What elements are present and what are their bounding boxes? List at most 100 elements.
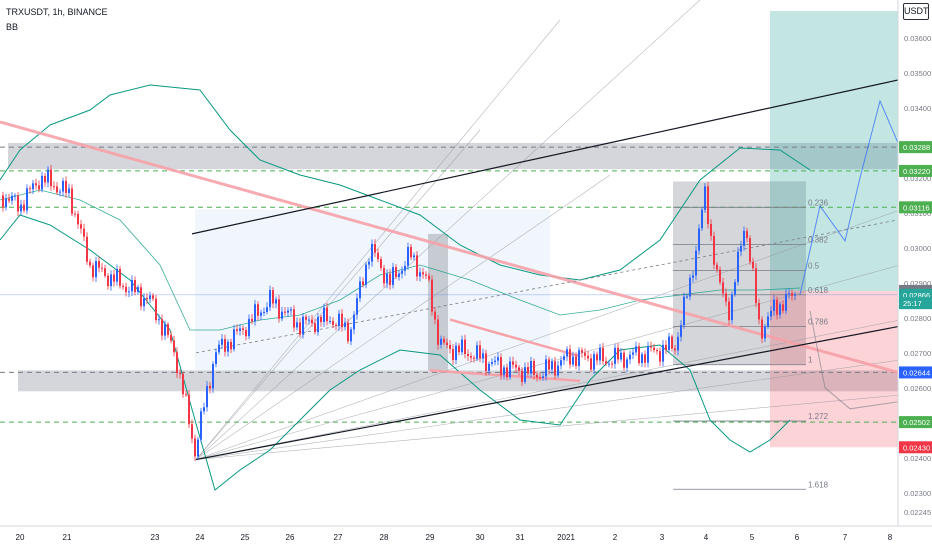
descending-trendline xyxy=(0,120,899,374)
candle-body xyxy=(431,279,433,312)
candle-body xyxy=(185,394,187,396)
candle-body xyxy=(341,313,343,327)
candle-body xyxy=(479,345,481,359)
candle-body xyxy=(779,304,781,315)
price-label: 0.03288 xyxy=(903,143,930,152)
candle-body xyxy=(251,318,253,322)
candle-body xyxy=(2,195,4,208)
candle-body xyxy=(581,350,583,353)
candle-body xyxy=(737,251,739,283)
price-label: 0.02866 xyxy=(903,291,930,300)
candle-body xyxy=(602,347,604,362)
candle-body xyxy=(386,273,388,284)
time-tick: 5 xyxy=(750,533,755,542)
candle-body xyxy=(83,228,85,237)
candle-body xyxy=(584,352,586,356)
candle-body xyxy=(329,320,331,322)
candle-body xyxy=(455,345,457,360)
candle-body xyxy=(305,316,307,320)
candle-body xyxy=(566,349,568,357)
candle-body xyxy=(590,358,592,370)
candle-body xyxy=(698,228,700,251)
fan-line xyxy=(195,0,701,460)
candle-body xyxy=(125,286,127,293)
fib-label: 0.382 xyxy=(808,235,829,244)
price-tick: 0.03200 xyxy=(904,174,931,183)
candle-body xyxy=(230,341,232,350)
candle-body xyxy=(410,247,412,258)
candle-body xyxy=(746,230,748,239)
candle-body xyxy=(206,385,208,408)
candle-body xyxy=(65,180,67,193)
candle-body xyxy=(506,367,508,378)
price-label: 0.02644 xyxy=(903,368,930,377)
time-tick: 29 xyxy=(426,533,435,542)
price-tick: 0.02400 xyxy=(904,454,931,463)
price-axis: 0.036000.035000.034000.033000.032000.031… xyxy=(897,0,932,526)
candle-body xyxy=(671,336,673,349)
candle-body xyxy=(26,188,28,211)
candle-body xyxy=(188,394,190,425)
candle-body xyxy=(491,362,493,364)
candle-body xyxy=(374,244,376,253)
candle-body xyxy=(284,311,286,313)
candle-body xyxy=(263,311,265,313)
candle-body xyxy=(773,299,775,311)
candle-body xyxy=(575,356,577,366)
trend-lines xyxy=(0,79,899,461)
time-tick: 2 xyxy=(613,533,618,542)
candle-body xyxy=(95,261,97,278)
candle-body xyxy=(464,339,466,354)
candle-body xyxy=(536,374,538,378)
candle-body xyxy=(761,319,763,339)
candle-body xyxy=(497,357,499,361)
candle-body xyxy=(707,186,709,225)
bollinger-bands xyxy=(0,84,811,491)
candle-body xyxy=(398,273,400,277)
candle-body xyxy=(167,324,169,335)
candle-body xyxy=(425,274,427,276)
candle-body xyxy=(149,295,151,300)
candle-body xyxy=(503,367,505,376)
time-tick: 28 xyxy=(380,533,389,542)
candle-body xyxy=(767,316,769,327)
price-axis-bg xyxy=(898,0,932,526)
candle-body xyxy=(131,279,133,292)
candle-body xyxy=(545,359,547,377)
candle-body xyxy=(11,195,13,201)
candle-body xyxy=(116,269,118,282)
time-axis-bg xyxy=(0,526,932,550)
candle-body xyxy=(788,293,790,295)
fib-label: 1.618 xyxy=(808,480,829,489)
candle-body xyxy=(626,359,628,368)
candle-body xyxy=(587,355,589,359)
price-label-bg xyxy=(899,164,932,177)
candle-body xyxy=(683,296,685,326)
candle-body xyxy=(449,344,451,349)
candle-body xyxy=(677,336,679,351)
candle-body xyxy=(530,360,532,374)
time-tick: 21 xyxy=(63,533,72,542)
candle-body xyxy=(710,224,712,236)
candle-body xyxy=(692,275,694,278)
candle-body xyxy=(377,252,379,260)
candle-body xyxy=(680,325,682,337)
candle-body xyxy=(476,345,478,359)
candle-body xyxy=(290,309,292,311)
price-label: 0.03116 xyxy=(903,203,930,212)
price-tick: 0.02600 xyxy=(904,384,931,393)
candle-body xyxy=(434,311,436,320)
candle-body xyxy=(500,357,502,376)
time-tick: 27 xyxy=(334,533,343,542)
symbol-title[interactable]: TRXUSDT, 1h, BINANCE xyxy=(6,7,108,17)
fib-label: 1 xyxy=(808,356,813,365)
time-tick: 25 xyxy=(241,533,250,542)
candle-body xyxy=(662,344,664,362)
indicator-label[interactable]: BB xyxy=(6,22,19,32)
candle-body xyxy=(674,348,676,351)
position-profit-zone xyxy=(770,11,898,291)
candle-body xyxy=(29,188,31,190)
currency-button[interactable]: USDT xyxy=(903,3,929,20)
